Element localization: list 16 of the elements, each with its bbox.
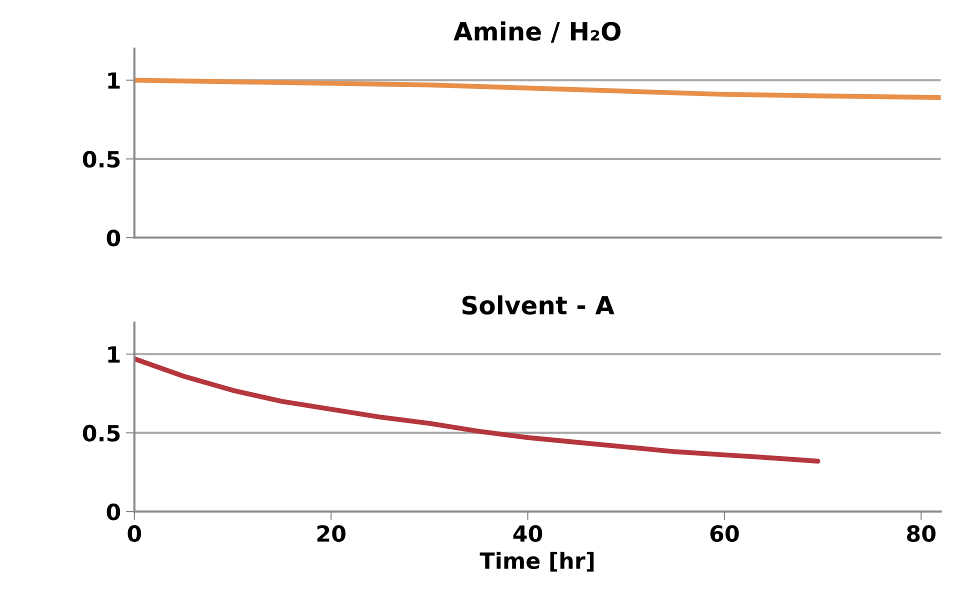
line-series <box>134 78 941 100</box>
y-tick-label: 0 <box>106 230 120 246</box>
x-tick-label: 80 <box>907 525 936 542</box>
y-tick-label: 0.5 <box>82 150 120 168</box>
y-tick-label: 0.5 <box>82 424 120 442</box>
x-tick-label: 0 <box>128 525 142 542</box>
y-tick-label: 1 <box>108 72 120 89</box>
x-tick-label: 20 <box>317 525 346 542</box>
y-tick-label: 1 <box>108 346 120 363</box>
chart-title: Amine / H₂O <box>454 21 621 43</box>
x-tick-label: 60 <box>710 525 739 542</box>
line-series <box>134 356 820 464</box>
y-tick-label: 0 <box>106 504 120 520</box>
chart-title: Solvent - A <box>462 295 614 315</box>
x-axis-title: Time [hr] <box>480 552 594 572</box>
x-tick-label: 40 <box>513 525 542 542</box>
